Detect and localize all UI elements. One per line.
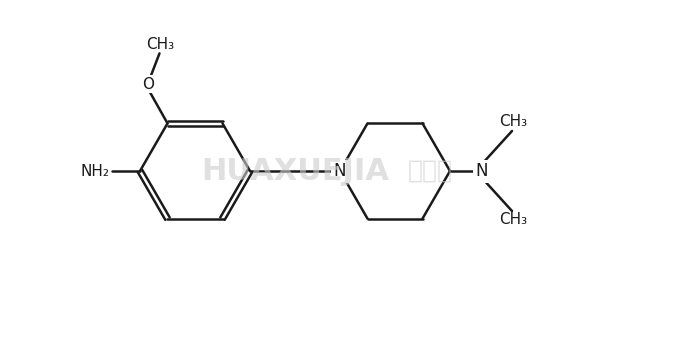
- Text: NH₂: NH₂: [80, 163, 109, 178]
- Text: CH₃: CH₃: [146, 37, 175, 52]
- Text: CH₃: CH₃: [499, 213, 527, 227]
- Text: N: N: [334, 162, 346, 180]
- Text: 化学加: 化学加: [407, 159, 452, 183]
- Text: N: N: [476, 162, 488, 180]
- Text: HUAXUEJIA: HUAXUEJIA: [201, 157, 389, 185]
- Text: O: O: [143, 77, 154, 92]
- Text: CH₃: CH₃: [499, 115, 527, 130]
